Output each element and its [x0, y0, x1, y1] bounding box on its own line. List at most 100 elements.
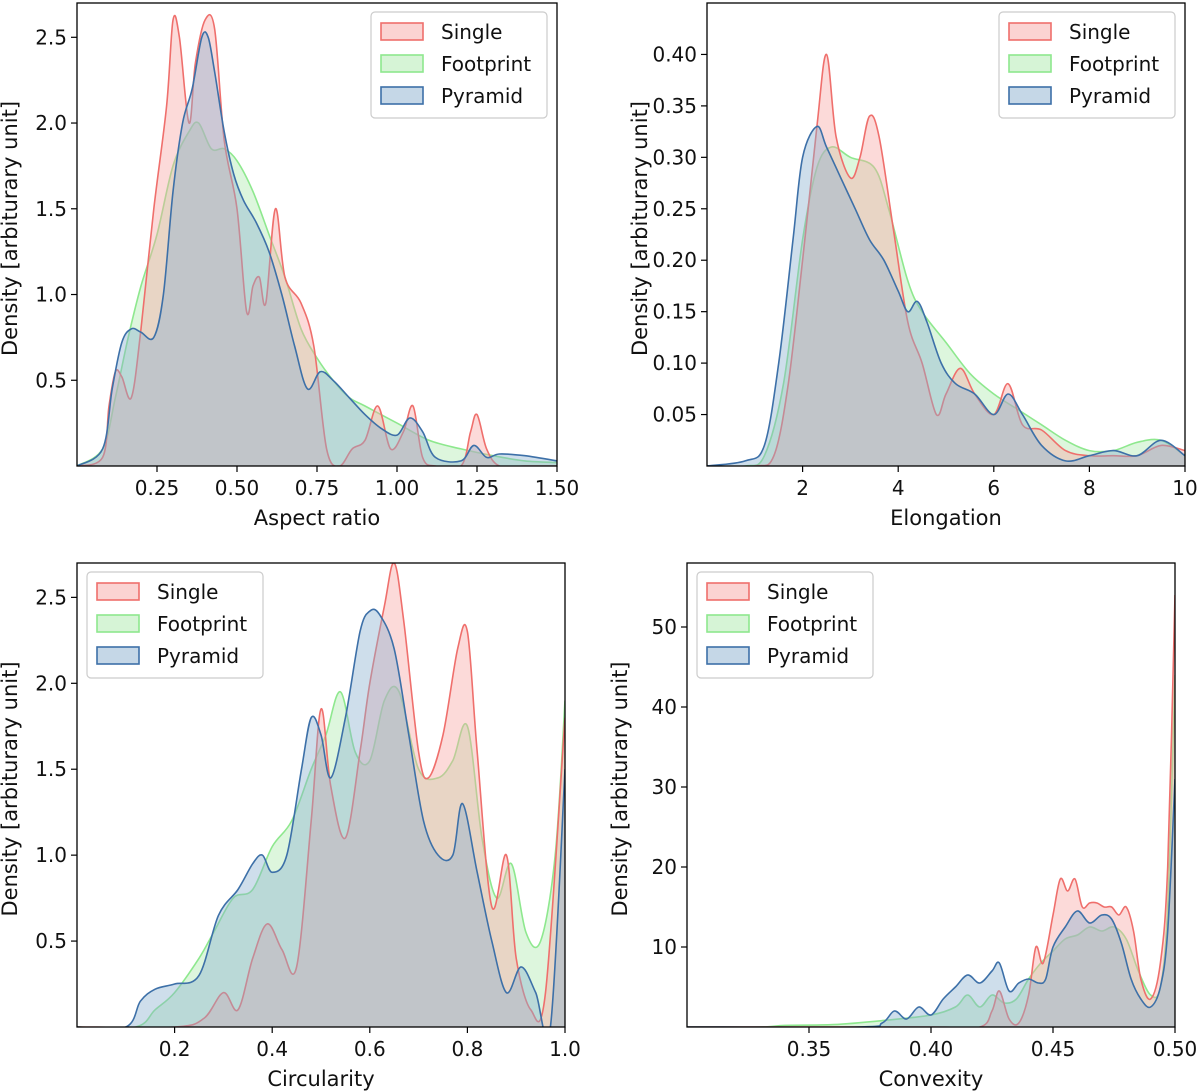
y-tick-label: 0.05 [652, 403, 697, 427]
y-tick-label: 2.5 [35, 585, 67, 609]
series-line-single [687, 594, 1175, 1027]
x-tick-label: 1.50 [535, 476, 580, 500]
legend-swatch-footprint [706, 614, 750, 633]
y-tick-label: 10 [652, 935, 677, 959]
legend: Single Footprint Pyramid [86, 571, 264, 679]
y-axis-label: Density [arbiturary unit] [608, 661, 632, 916]
series-line-single [707, 53, 1185, 466]
x-tick-label: 0.35 [787, 1037, 832, 1061]
legend-swatch-pyramid [1008, 86, 1052, 105]
y-tick-label: 0.35 [652, 94, 697, 118]
y-tick-label: 0.30 [652, 145, 697, 169]
axes-frame [76, 562, 566, 1028]
legend-label-pyramid: Pyramid [1069, 84, 1151, 108]
legend-swatch-single [1008, 22, 1052, 41]
series-area-single [77, 563, 565, 1027]
legend: Single Footprint Pyramid [696, 571, 874, 679]
plot-area [687, 594, 1175, 1027]
legend-swatch-footprint [96, 614, 140, 633]
x-axis-label: Elongation [890, 506, 1002, 530]
plot-area [77, 563, 565, 1027]
y-tick-label: 0.20 [652, 248, 697, 272]
y-tick-label: 20 [652, 855, 677, 879]
x-tick-label: 10 [1172, 476, 1197, 500]
x-tick-label: 0.4 [256, 1037, 288, 1061]
y-tick-label: 2.0 [35, 111, 67, 135]
chart-panel-2: 2 4 6 8 10 0.05 0.10 0.15 0.20 0.25 0.30 0.35 0.40 El… [628, 2, 1198, 530]
x-tick-label: 0.40 [909, 1037, 954, 1061]
y-axis-label: Density [arbiturary unit] [0, 101, 22, 356]
series-line-pyramid [77, 31, 557, 466]
series-line-pyramid [707, 125, 1185, 466]
x-tick-label: 1.00 [375, 476, 420, 500]
series-line-pyramid [77, 608, 565, 1027]
x-tick-label: 4 [892, 476, 905, 500]
legend-label-footprint: Footprint [1069, 52, 1159, 76]
x-axis-label: Convexity [879, 1067, 984, 1091]
legend-label-pyramid: Pyramid [441, 84, 523, 108]
y-axis-label: Density [arbiturary unit] [0, 661, 22, 916]
series-area-footprint [77, 122, 557, 466]
chart-panel-1: 0.25 0.50 0.75 1.00 1.25 1.50 0.5 1.0 1.5 2.0 2.5 A… [0, 2, 580, 530]
y-tick-label: 0.40 [652, 42, 697, 66]
x-tick-label: 1.25 [455, 476, 500, 500]
legend-swatch-footprint [1008, 54, 1052, 73]
legend-swatch-single [380, 22, 424, 41]
plot-area [707, 53, 1185, 466]
series-line-pyramid [687, 778, 1175, 1027]
y-tick-label: 1.0 [35, 843, 67, 867]
axes-frame [706, 2, 1186, 467]
x-tick-label: 0.45 [1031, 1037, 1076, 1061]
series-line-single [77, 563, 565, 1027]
x-tick-label: 0.6 [354, 1037, 386, 1061]
series-area-pyramid [77, 31, 557, 466]
legend-swatch-pyramid [706, 646, 750, 665]
series-line-footprint [687, 674, 1175, 1027]
x-tick-label: 0.2 [159, 1037, 191, 1061]
y-tick-label: 50 [652, 615, 677, 639]
series-area-footprint [77, 686, 565, 1027]
legend-label-single: Single [441, 20, 502, 44]
series-area-pyramid [687, 779, 1175, 1027]
x-tick-label: 2 [796, 476, 809, 500]
y-tick-label: 2.0 [35, 671, 67, 695]
legend-label-single: Single [157, 580, 218, 604]
y-tick-label: 0.5 [35, 368, 67, 392]
y-tick-label: 1.5 [35, 757, 67, 781]
x-tick-label: 1.0 [549, 1037, 581, 1061]
legend-label-single: Single [1069, 20, 1130, 44]
series-area-single [77, 14, 557, 466]
x-tick-label: 0.75 [295, 476, 340, 500]
series-line-footprint [77, 685, 565, 1027]
y-axis-label: Density [arbiturary unit] [628, 101, 652, 356]
series-area-pyramid [707, 126, 1185, 466]
legend: Single Footprint Pyramid [370, 11, 548, 119]
y-tick-label: 0.15 [652, 300, 697, 324]
y-tick-label: 0.10 [652, 351, 697, 375]
y-tick-label: 40 [652, 695, 677, 719]
x-tick-label: 6 [987, 476, 1000, 500]
series-area-pyramid [77, 609, 565, 1027]
legend-label-footprint: Footprint [767, 612, 857, 636]
x-axis-label: Circularity [267, 1067, 374, 1091]
legend-label-footprint: Footprint [441, 52, 531, 76]
chart-panel-4: 0.35 0.40 0.45 0.50 10 20 30 40 50 Convexity Densi… [608, 562, 1198, 1091]
x-tick-label: 8 [1083, 476, 1096, 500]
legend: Single Footprint Pyramid [998, 11, 1176, 119]
legend-swatch-pyramid [380, 86, 424, 105]
legend-label-single: Single [767, 580, 828, 604]
y-tick-label: 0.5 [35, 929, 67, 953]
legend-swatch-single [706, 582, 750, 601]
x-tick-label: 0.25 [135, 476, 180, 500]
y-tick-label: 0.25 [652, 197, 697, 221]
y-tick-label: 1.5 [35, 197, 67, 221]
y-tick-label: 2.5 [35, 25, 67, 49]
series-area-footprint [707, 146, 1185, 466]
legend-label-pyramid: Pyramid [157, 644, 239, 668]
x-tick-label: 0.8 [451, 1037, 483, 1061]
x-tick-label: 0.50 [1153, 1037, 1198, 1061]
series-area-footprint [687, 675, 1175, 1027]
legend-swatch-single [96, 582, 140, 601]
y-tick-label: 30 [652, 775, 677, 799]
